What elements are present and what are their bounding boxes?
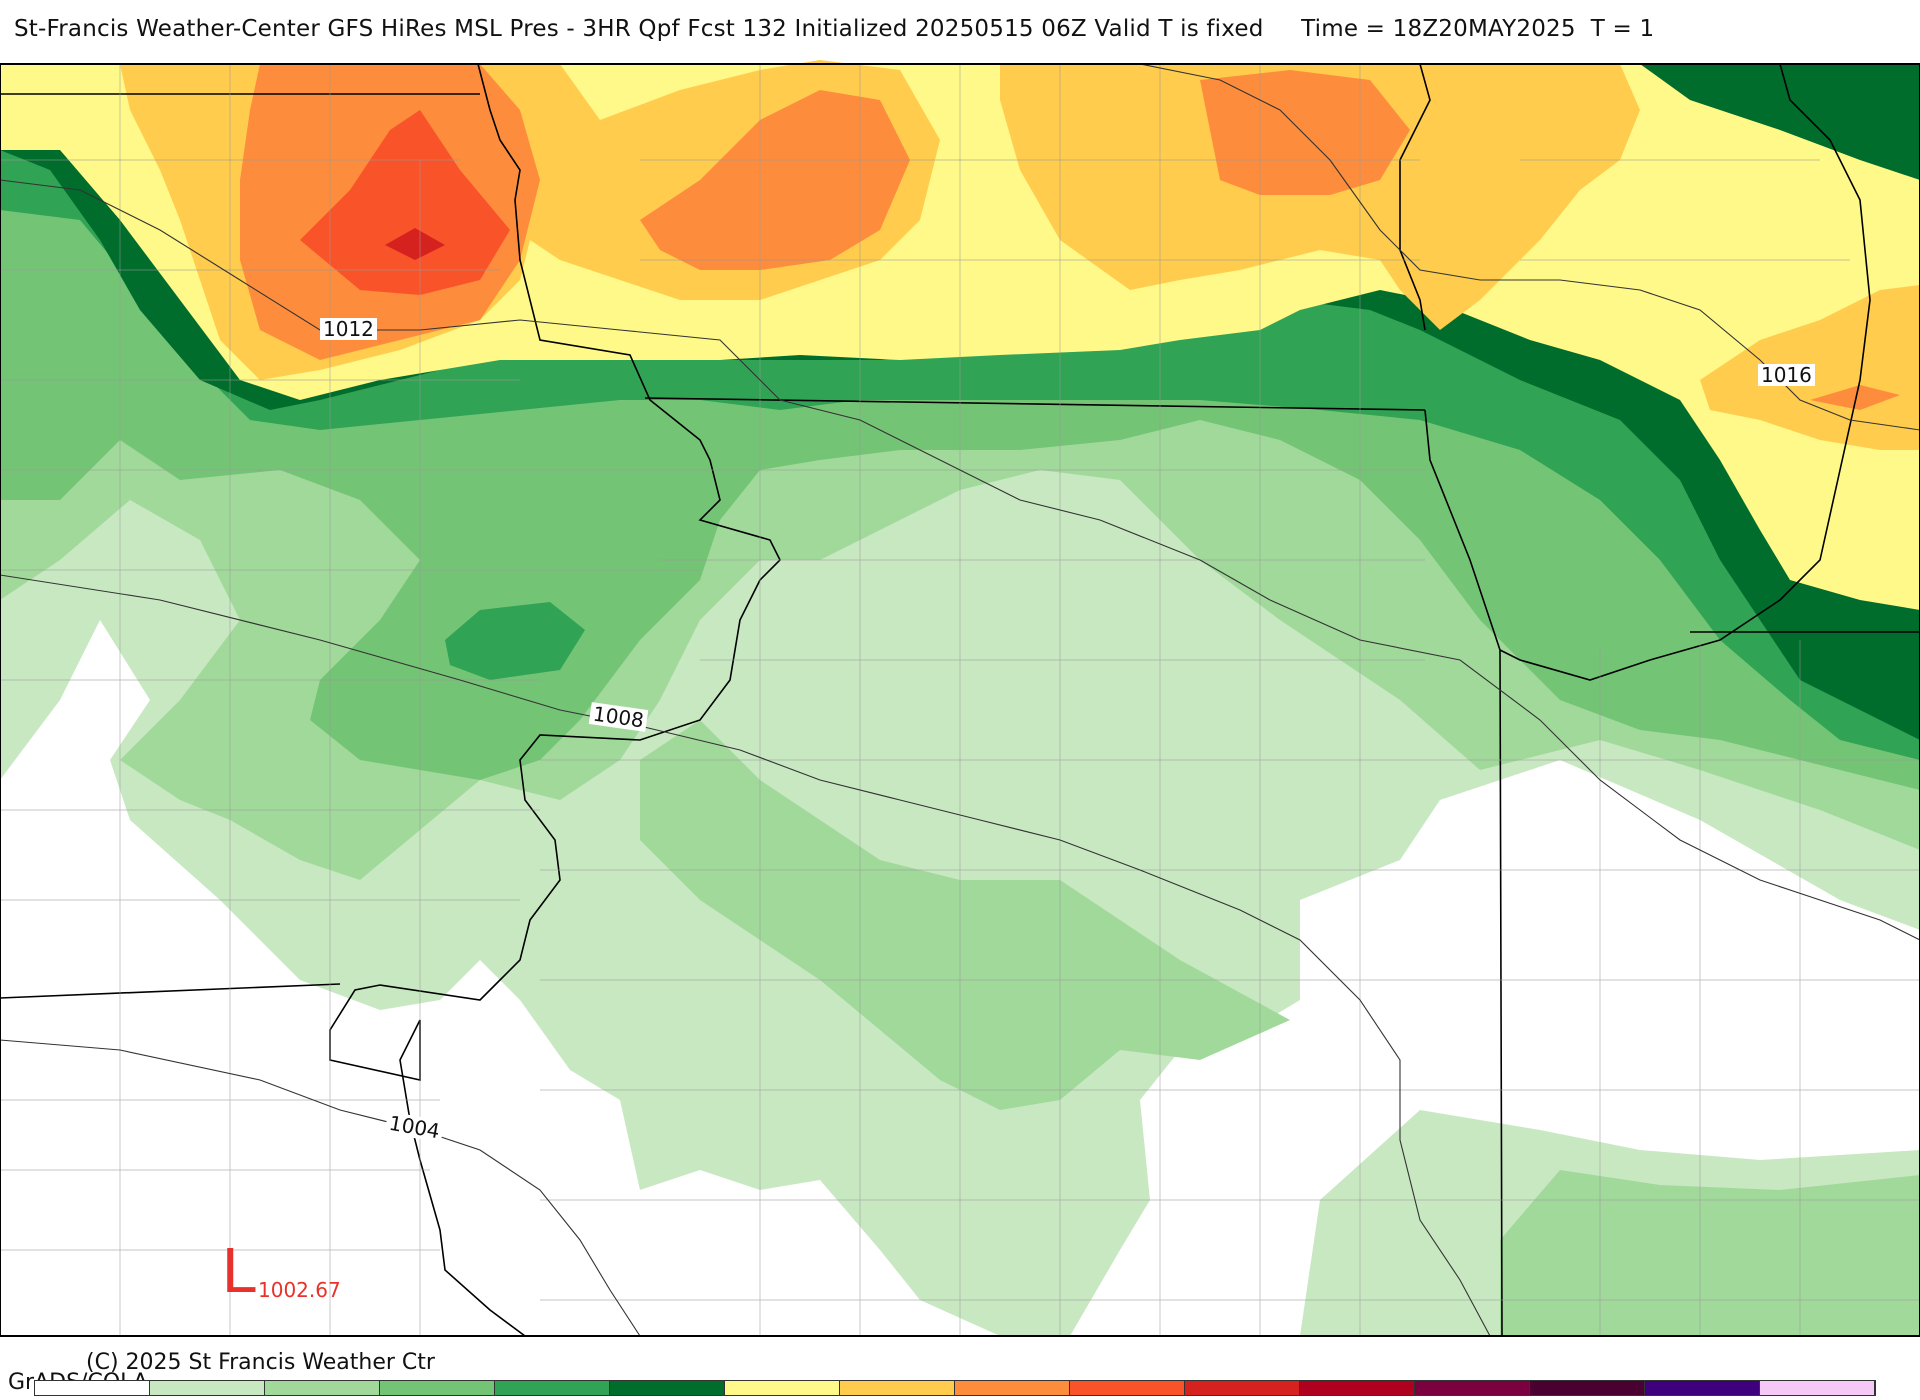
map-frame: [0, 63, 1920, 1337]
colorbar-swatch: [265, 1381, 380, 1395]
precip-colorbar: [34, 1380, 1876, 1396]
precip-green4-core: [445, 602, 585, 680]
weather-map: [0, 60, 1920, 1337]
colorbar-swatch: [1645, 1381, 1760, 1395]
low-pressure-value: 1002.67: [258, 1278, 341, 1302]
county-lines: [0, 64, 1920, 1336]
isobar-label-1012: 1012: [320, 318, 377, 340]
colorbar-swatch: [840, 1381, 955, 1395]
colorbar-swatch: [495, 1381, 610, 1395]
colorbar-swatch: [1070, 1381, 1185, 1395]
isobar-1012: [0, 179, 1920, 941]
isobar-label-1016: 1016: [1758, 364, 1815, 386]
colorbar-swatch: [725, 1381, 840, 1395]
colorbar-swatch: [1415, 1381, 1530, 1395]
colorbar-swatch: [380, 1381, 495, 1395]
precip-red: [385, 228, 445, 260]
colorbar-swatch: [610, 1381, 725, 1395]
isobar-lines: [0, 63, 1920, 1337]
map-title: St-Francis Weather-Center GFS HiRes MSL …: [14, 16, 1655, 42]
colorbar-swatch: [1760, 1381, 1875, 1395]
colorbar-swatch: [1300, 1381, 1415, 1395]
low-pressure-symbol: L: [222, 1234, 258, 1306]
colorbar-swatch: [150, 1381, 265, 1395]
colorbar-swatch: [1185, 1381, 1300, 1395]
precip-orange-far-east: [1810, 385, 1900, 410]
isobar-1004: [0, 1039, 641, 1337]
precip-green2-se: [1500, 1170, 1920, 1336]
colorbar-swatch: [35, 1381, 150, 1395]
colorbar-swatch: [955, 1381, 1070, 1395]
precip-orange-east: [1200, 70, 1410, 195]
isobar-1016: [1139, 63, 1920, 431]
precip-orange-mid: [640, 90, 910, 270]
precip-redorange: [300, 110, 510, 295]
copyright-credit: (C) 2025 St Francis Weather Ctr: [86, 1350, 435, 1375]
precip-green2-south: [640, 720, 1290, 1110]
isobar-1008: [0, 574, 1491, 1337]
colorbar-swatch: [1530, 1381, 1645, 1395]
